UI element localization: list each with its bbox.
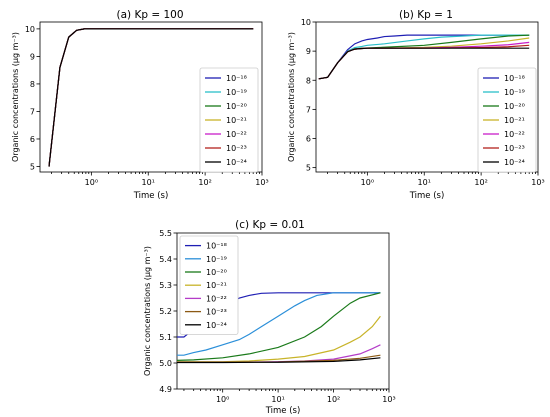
panel-c-legend-label: 10⁻²⁰ [206, 268, 227, 277]
panel-c-ytick-label: 5.5 [159, 229, 172, 238]
panel-a-series [48, 28, 254, 167]
panel-b-legend-frame [477, 67, 537, 173]
panel-a-ytick-label: 5 [30, 162, 35, 171]
panel-a-yticks: 5 6 7 8 9 10 [25, 25, 40, 171]
panel-b-legend-label: 10⁻¹⁸ [504, 74, 525, 83]
panel-a-legend-label: 10⁻²² [226, 130, 247, 139]
panel-b-ytick-label: 8 [306, 76, 311, 85]
panel-c-series-line-3 [176, 292, 381, 361]
panel-b-yticks: 5 6 7 8 9 10 [301, 18, 316, 173]
panel-c-legend-label: 10⁻²² [206, 294, 227, 303]
panel-c-ytick-label: 5.1 [159, 333, 172, 342]
panel-b-legend-label: 10⁻²⁴ [504, 158, 525, 167]
panel-a-xtick-label: 10² [198, 178, 211, 187]
panel-c-ylabel: Organic concentrations (μg m⁻³) [143, 246, 152, 376]
panel-a-xtick-label: 10⁰ [85, 178, 98, 187]
panel-a-xtick-label: 10³ [255, 178, 268, 187]
panel-c-xtick-label: 10⁰ [216, 395, 229, 404]
panel-c-xtick-label: 10³ [382, 395, 395, 404]
panel-c-series-line-7 [177, 357, 381, 364]
panel-c-legend: 10⁻¹⁸ 10⁻¹⁹ 10⁻²⁰ 10⁻²¹ 10⁻²² 10⁻²³ 10⁻²⁴ [179, 235, 239, 335]
panel-a-ylabel: Organic concentrations (μg m⁻³) [11, 32, 20, 162]
panel-b-legend-label: 10⁻²² [504, 130, 525, 139]
panel-a-legend-label: 10⁻²⁴ [226, 158, 247, 167]
panel-c-xticks: 10⁰ 10¹ 10² 10³ [183, 389, 396, 404]
panel-a-legend-label: 10⁻¹⁸ [226, 74, 247, 83]
panel-c-legend-label: 10⁻²⁴ [206, 321, 227, 330]
panel-b-ytick-label: 9 [306, 47, 311, 56]
panel-b-xtick-label: 10³ [531, 178, 544, 187]
panel-a-legend-label: 10⁻²¹ [226, 116, 247, 125]
panel-a-xtick-label: 10¹ [142, 178, 155, 187]
panel-a-legend: 10⁻¹⁸ 10⁻¹⁹ 10⁻²⁰ 10⁻²¹ 10⁻²² 10⁻²³ 10⁻²⁴ [199, 67, 259, 173]
panel-a-xticks: 10⁰ 10¹ 10² 10³ [51, 172, 269, 187]
panel-b-legend-label: 10⁻²¹ [504, 116, 525, 125]
panel-b-legend-label: 10⁻²⁰ [504, 102, 525, 111]
panel-c-legend-label: 10⁻²¹ [206, 281, 227, 290]
panel-a-legend-frame [199, 67, 259, 173]
panel-c-legend-label: 10⁻¹⁸ [206, 242, 227, 251]
panel-c-yticks: 4.9 5.0 5.1 5.2 5.3 5.4 5.5 [159, 229, 177, 394]
panel-a-series-line-7 [48, 28, 254, 167]
panel-b-ytick-label: 7 [306, 105, 311, 114]
panel-c-title: (c) Kp = 0.01 [235, 219, 305, 231]
panel-a: (a) Kp = 100 Time (s) Organic concentrat… [11, 9, 269, 201]
panel-b: (b) Kp = 1 Time (s) Organic concentratio… [287, 9, 545, 201]
panel-c-series-line-2 [177, 292, 381, 356]
panel-c-series-line-4 [177, 315, 381, 363]
panel-c-ytick-label: 5.4 [159, 255, 172, 264]
panel-b-title: (b) Kp = 1 [399, 9, 453, 21]
panel-a-ytick-label: 8 [30, 80, 35, 89]
panel-b-xlabel: Time (s) [409, 191, 445, 201]
panel-a-legend-label: 10⁻²³ [226, 144, 247, 153]
panel-c-ytick-label: 5.3 [159, 281, 172, 290]
panel-b-xtick-label: 10⁰ [361, 178, 374, 187]
panel-b-xticks: 10⁰ 10¹ 10² 10³ [327, 172, 545, 187]
panel-b-ytick-label: 10 [301, 18, 311, 27]
panel-b-series [318, 34, 530, 80]
panel-c-xtick-label: 10¹ [271, 395, 284, 404]
panel-a-xlabel: Time (s) [133, 191, 169, 201]
panel-c-legend-label: 10⁻²³ [206, 308, 227, 317]
panel-a-ytick-label: 7 [30, 107, 35, 116]
panel-c-ytick-label: 5.0 [159, 359, 172, 368]
panel-b-axes [315, 21, 539, 173]
panel-b-series-line-7 [318, 47, 530, 80]
panel-a-axes [39, 21, 263, 173]
panel-c-xlabel: Time (s) [265, 406, 301, 416]
panel-a-ytick-label: 10 [25, 25, 35, 34]
panel-c-xtick-label: 10² [327, 395, 340, 404]
panel-b-ytick-label: 6 [306, 135, 311, 144]
panel-b-xtick-label: 10² [474, 178, 487, 187]
panel-a-title: (a) Kp = 100 [116, 9, 183, 21]
panel-c-ytick-label: 4.9 [159, 385, 172, 394]
panel-b-legend: 10⁻¹⁸ 10⁻¹⁹ 10⁻²⁰ 10⁻²¹ 10⁻²² 10⁻²³ 10⁻²⁴ [477, 67, 537, 173]
panel-b-ylabel: Organic concentrations (μg m⁻³) [287, 32, 296, 162]
panel-b-legend-label: 10⁻²³ [504, 144, 525, 153]
panel-b-ytick-label: 5 [306, 164, 311, 173]
panel-a-legend-label: 10⁻²⁰ [226, 102, 247, 111]
panel-c-legend-frame [179, 235, 239, 335]
panel-c-ytick-label: 5.2 [159, 307, 172, 316]
panel-b-legend-label: 10⁻¹⁹ [504, 88, 525, 97]
panel-a-ytick-label: 6 [30, 135, 35, 144]
panel-a-ytick-label: 9 [30, 52, 35, 61]
panel-c-legend-label: 10⁻¹⁹ [206, 255, 227, 264]
panel-c: (c) Kp = 0.01 Time (s) Organic concentra… [143, 219, 396, 416]
panel-b-xtick-label: 10¹ [418, 178, 431, 187]
panel-a-legend-label: 10⁻¹⁹ [226, 88, 247, 97]
